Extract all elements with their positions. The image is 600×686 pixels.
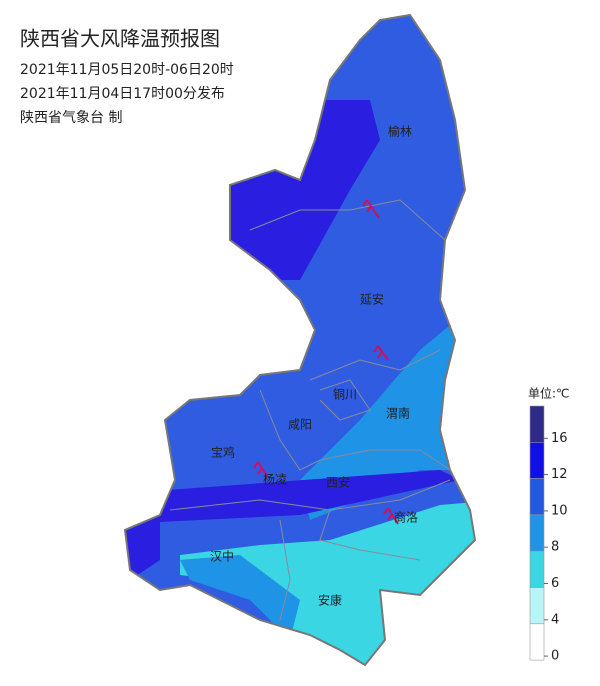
legend-label: 10 [551, 503, 568, 518]
legend-label: 6 [551, 576, 559, 591]
wind-icons [253, 199, 399, 525]
legend-swatch [529, 478, 545, 516]
place-label: 汉中 [210, 549, 234, 564]
legend-label: 8 [551, 540, 559, 555]
place-label: 商洛 [394, 510, 418, 525]
legend-swatch [529, 405, 545, 443]
legend-swatch [529, 550, 545, 588]
province-border [123, 13, 477, 667]
title: 陕西省大风降温预报图 [20, 27, 220, 51]
legend-label: 0 [551, 649, 559, 664]
place-label: 铜川 [333, 387, 357, 402]
subtitle: 2021年11月05日20时-06日20时 [20, 62, 234, 78]
place-label: 延安 [360, 292, 384, 307]
place-label: 渭南 [386, 406, 410, 421]
legend: 16 12 10 8 6 4 0 [529, 405, 568, 664]
place-label: 安康 [318, 593, 342, 608]
place-label: 宝鸡 [211, 445, 235, 460]
subtitle: 陕西省气象台 制 [20, 110, 122, 126]
legend-title: 单位:℃ [528, 386, 570, 401]
place-label: 杨凌 [263, 472, 287, 487]
place-label: 咸阳 [288, 418, 312, 432]
legend-label: 4 [551, 612, 559, 627]
city-borders [169, 199, 451, 621]
legend-swatch [529, 441, 545, 479]
legend-swatch [529, 623, 545, 661]
legend-swatch [529, 514, 545, 552]
legend-label: 12 [551, 467, 568, 482]
place-label: 西安 [326, 475, 350, 490]
place-label: 榆林 [388, 124, 412, 139]
legend-swatch [529, 587, 545, 625]
legend-label: 16 [551, 431, 568, 446]
subtitle: 2021年11月04日17时00分发布 [20, 86, 225, 102]
